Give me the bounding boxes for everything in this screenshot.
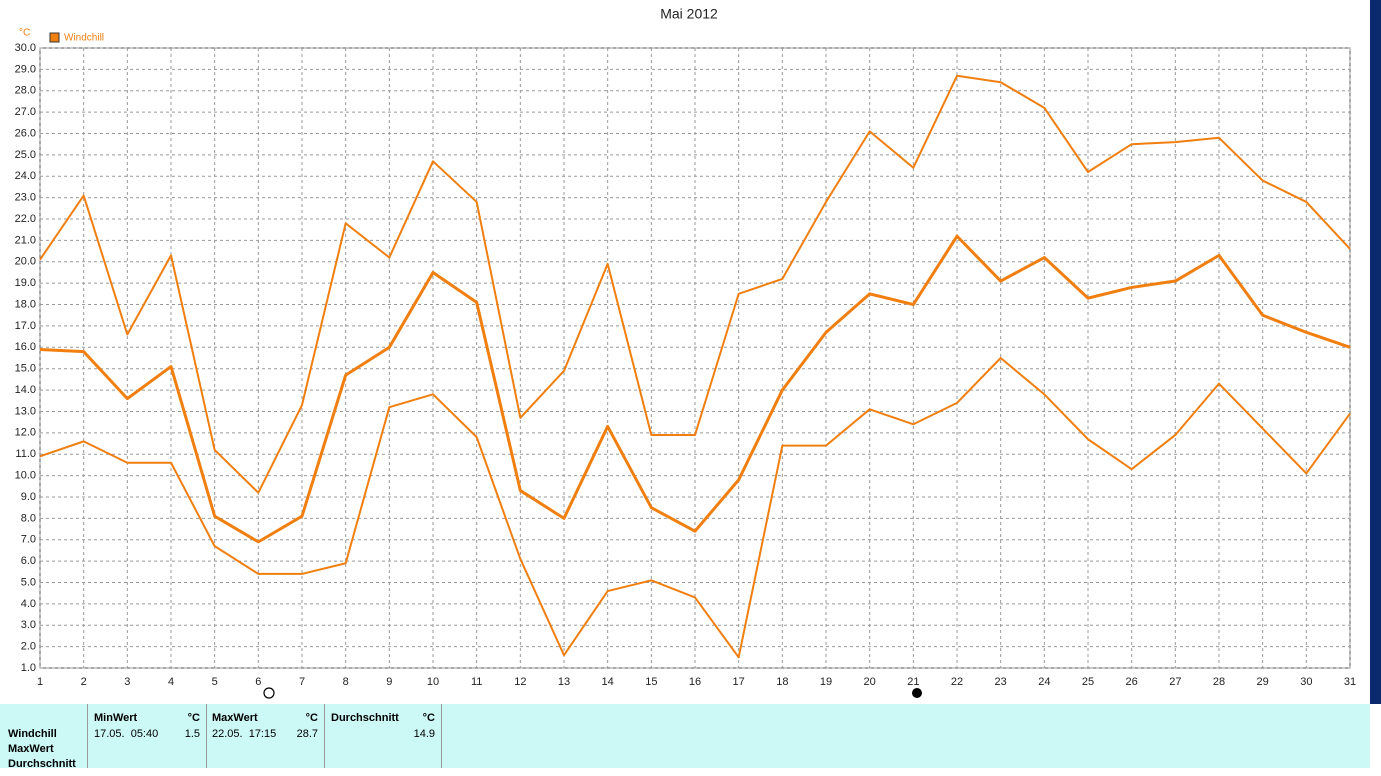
chart-title: Mai 2012 [660, 6, 718, 22]
y-tick-label: 22.0 [15, 213, 36, 225]
value: 1.5 [184, 728, 200, 740]
x-tick-label: 26 [1126, 676, 1138, 688]
y-tick-label: 17.0 [15, 320, 36, 332]
x-tick-label: 24 [1038, 676, 1050, 688]
moon-new [912, 688, 922, 698]
x-tick-label: 27 [1169, 676, 1181, 688]
y-tick-label: 9.0 [21, 491, 36, 503]
col: MaxWert °C 22.05. 17:15 28.7 [206, 704, 325, 768]
legend-swatch [49, 32, 60, 43]
x-tick-label: 2 [81, 676, 87, 688]
col: Durchschnitt °C 14.9 [325, 704, 442, 768]
x-tick-label: 28 [1213, 676, 1225, 688]
x-tick-label: 1 [37, 676, 43, 688]
y-tick-label: 14.0 [15, 384, 36, 396]
x-tick-label: 22 [951, 676, 963, 688]
x-tick-label: 12 [514, 676, 526, 688]
y-tick-label: 1.0 [21, 662, 36, 674]
legend-label: Windchill [64, 33, 104, 44]
y-tick-label: 27.0 [15, 106, 36, 118]
x-tick-label: 8 [343, 676, 349, 688]
y-tick-label: 24.0 [15, 170, 36, 182]
y-tick-label: 16.0 [15, 341, 36, 353]
y-tick-label: 11.0 [15, 448, 36, 460]
x-tick-label: 20 [864, 676, 876, 688]
x-tick-label: 25 [1082, 676, 1094, 688]
x-tick-label: 29 [1257, 676, 1269, 688]
col-header: MaxWert [212, 712, 258, 724]
col-header: Durchschnitt [331, 712, 399, 724]
x-tick-label: 4 [168, 676, 174, 688]
x-tick-label: 21 [907, 676, 919, 688]
y-tick-label: 7.0 [21, 534, 36, 546]
col-unit: °C [305, 712, 318, 724]
chart: Mai 2012 °C Windchill 1.0 2.0 3.0 4.0 5.0 6.0… [15, 0, 1381, 704]
time: 22.05. 17:15 [212, 728, 277, 740]
value: 28.7 [296, 728, 318, 740]
x-tick-label: 16 [689, 676, 701, 688]
y-tick-label: 23.0 [15, 192, 36, 204]
y-tick-label: 12.0 [15, 427, 36, 439]
y-tick-label: 26.0 [15, 127, 36, 139]
desktop-edge [1370, 0, 1381, 704]
col-unit: °C [187, 712, 200, 724]
x-tick-label: 5 [212, 676, 218, 688]
x-tick-label: 11 [471, 676, 482, 688]
y-tick-label: 6.0 [21, 555, 36, 567]
x-tick-label: 6 [255, 676, 261, 688]
y-tick-label: 21.0 [15, 234, 36, 246]
y-tick-label: 29.0 [15, 63, 36, 75]
y-tick-label: 18.0 [15, 298, 36, 310]
col: MinWert °C 17.05. 05:40 1.5 [87, 704, 207, 768]
y-tick-label: 4.0 [21, 598, 36, 610]
y-tick-label: 15.0 [15, 363, 36, 375]
x-tick-label: 19 [820, 676, 832, 688]
y-tick-label: 20.0 [15, 256, 36, 268]
x-tick-label: 14 [602, 676, 614, 688]
y-tick-label: 19.0 [15, 277, 36, 289]
moon-full [263, 687, 275, 699]
series-line [39, 234, 1351, 544]
series-line [39, 357, 1351, 659]
x-tick-label: 31 [1344, 676, 1356, 688]
x-tick-label: 10 [427, 676, 439, 688]
row-label: Durchschnitt [8, 758, 76, 770]
y-tick-label: 5.0 [21, 576, 36, 588]
x-tick-label: 13 [558, 676, 570, 688]
row-label: Windchill [8, 728, 57, 740]
time: 17.05. 05:40 [94, 728, 159, 740]
x-tick-label: 7 [299, 676, 305, 688]
y-tick-label: 28.0 [15, 85, 36, 97]
y-tick-label: 30.0 [15, 42, 36, 54]
row-label: MaxWert [8, 743, 54, 755]
y-tick-label: 3.0 [21, 619, 36, 631]
y-tick-label: 8.0 [21, 512, 36, 524]
y-tick-label: 10.0 [15, 469, 36, 481]
x-tick-label: 30 [1300, 676, 1312, 688]
x-tick-label: 9 [386, 676, 392, 688]
col-header: MinWert [94, 712, 138, 724]
y-tick-label: 25.0 [15, 149, 36, 161]
series-line [39, 74, 1351, 494]
stats-panel: Windchill MaxWert Durchschnitt MinWert °… [0, 704, 1370, 770]
x-tick-label: 18 [776, 676, 788, 688]
x-tick-label: 3 [124, 676, 130, 688]
col-unit: °C [422, 712, 435, 724]
y-tick-label: 2.0 [21, 641, 36, 653]
value: 14.9 [413, 728, 435, 740]
y-unit: °C [19, 28, 30, 39]
x-tick-label: 23 [995, 676, 1007, 688]
x-tick-label: 17 [733, 676, 745, 688]
y-tick-label: 13.0 [15, 405, 36, 417]
x-tick-label: 15 [645, 676, 657, 688]
